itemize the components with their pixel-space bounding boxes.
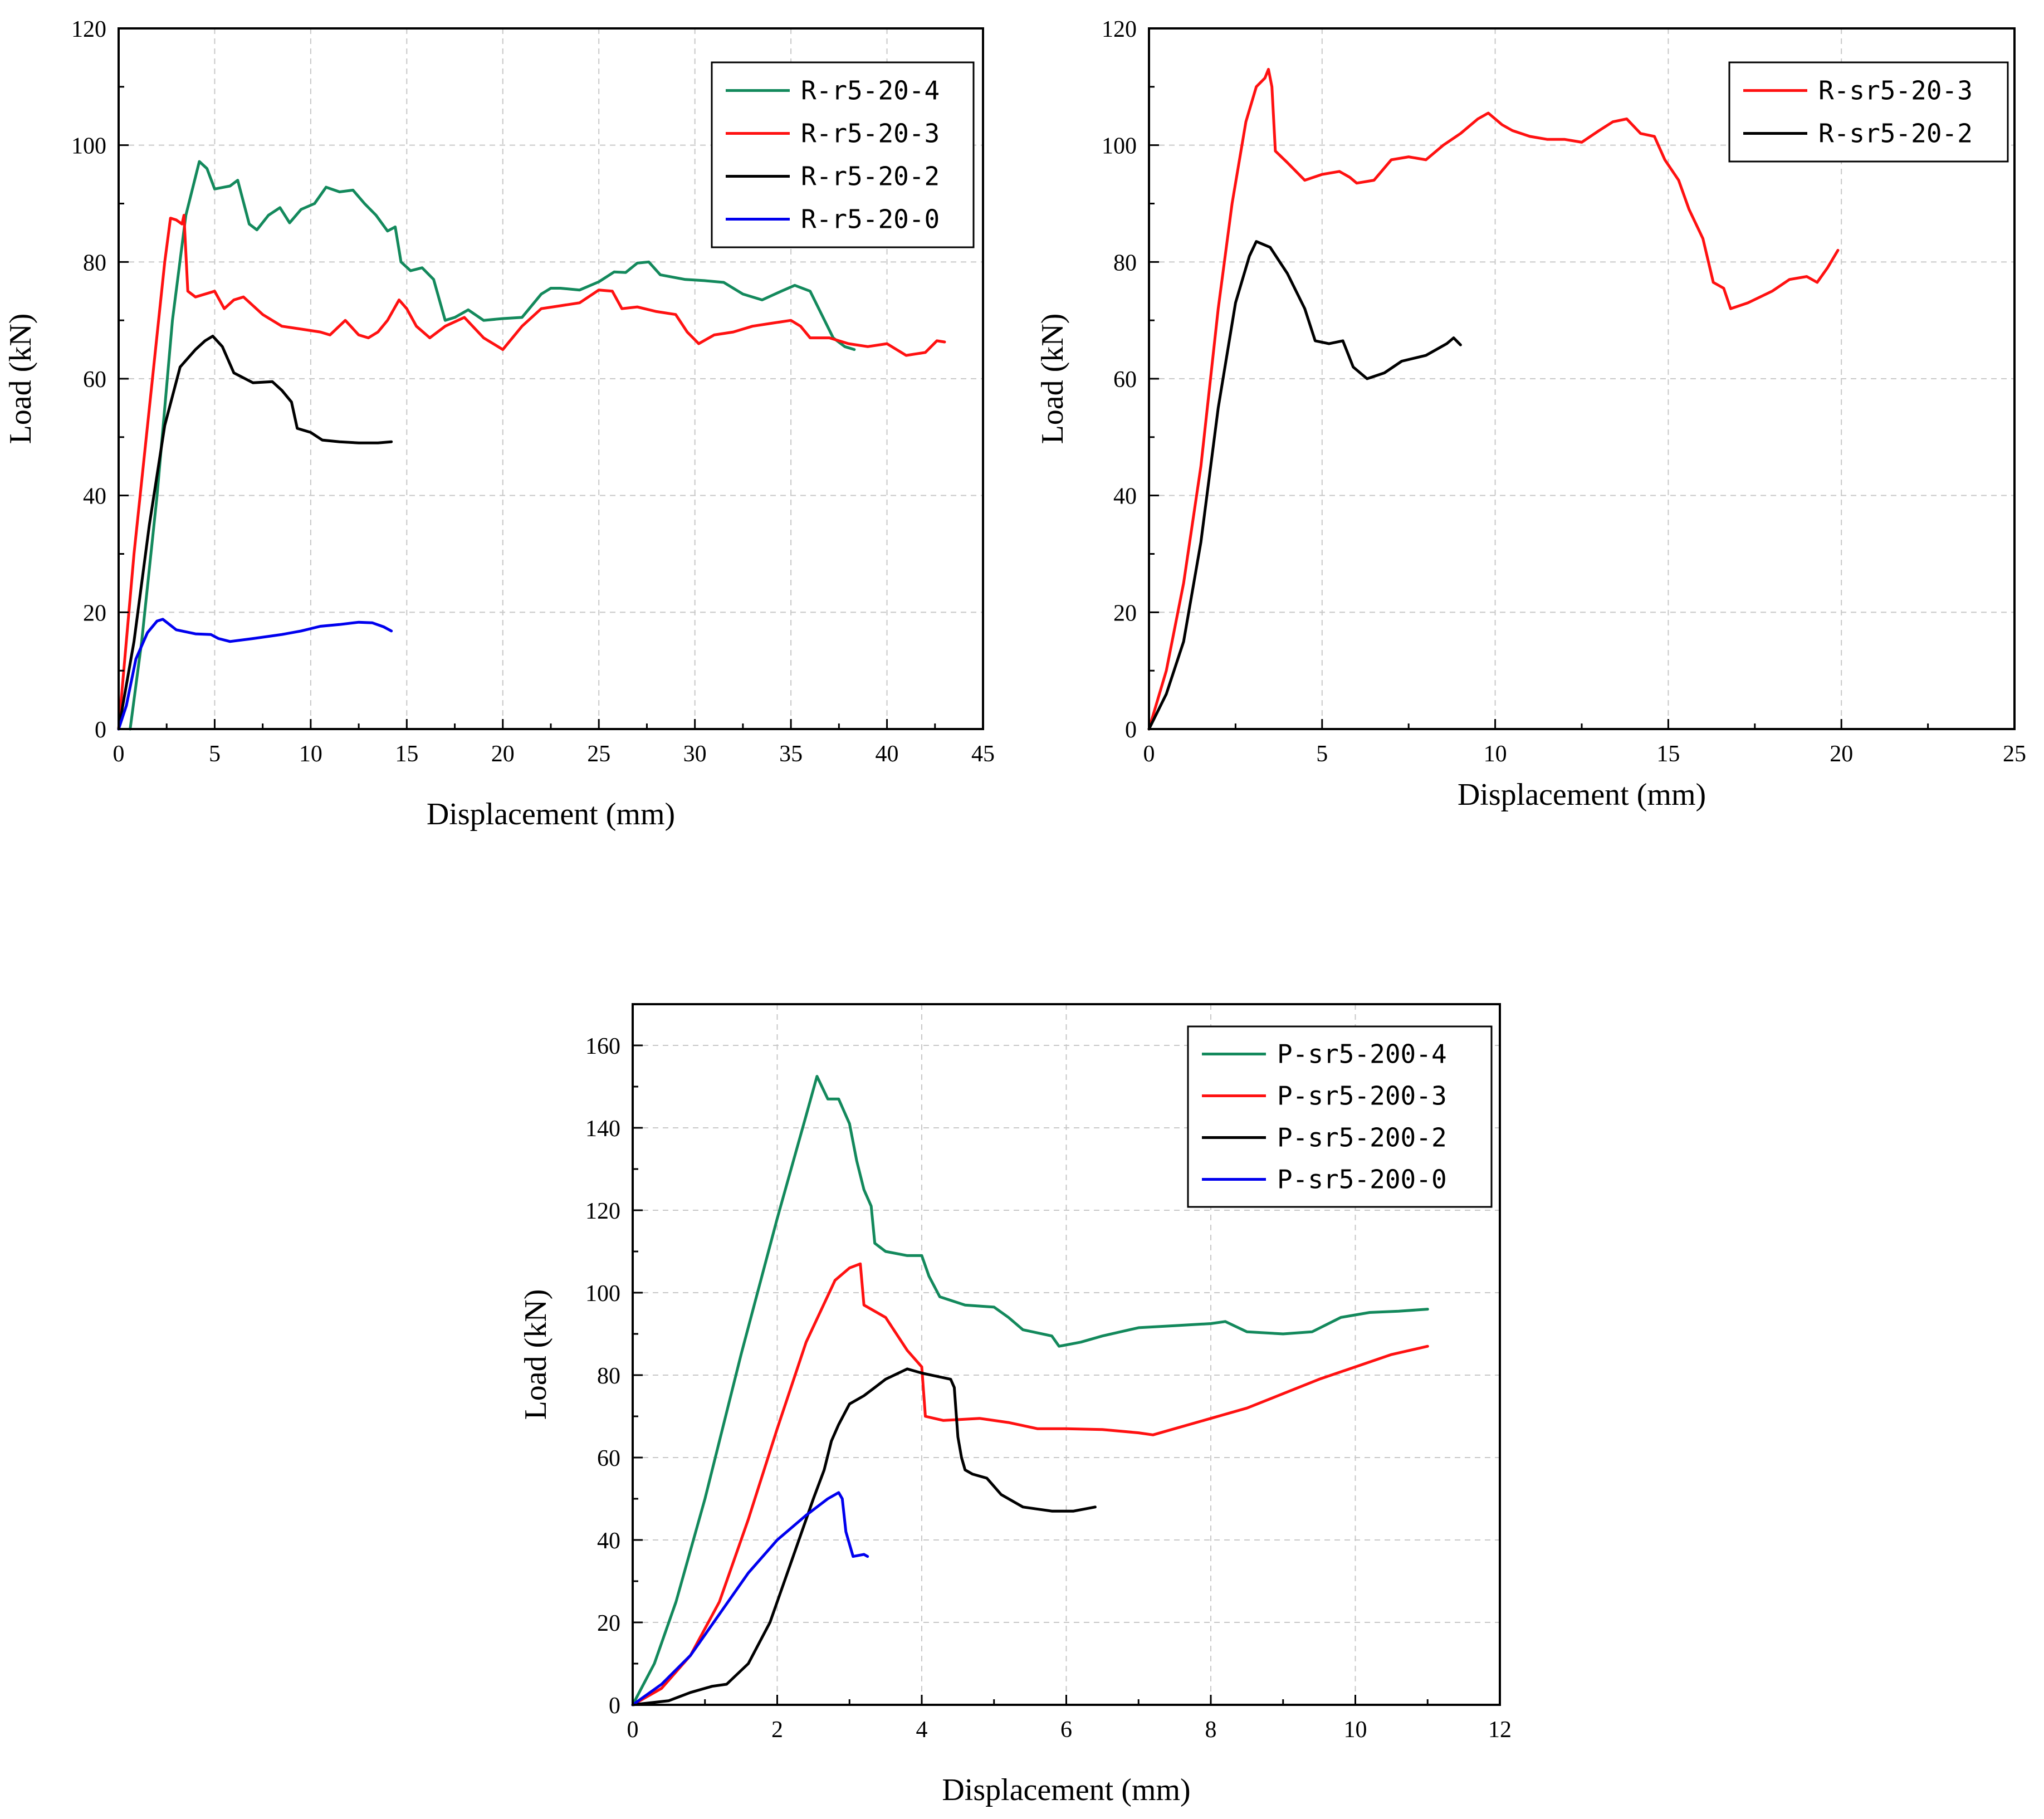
legend-label: P-sr5-200-0 <box>1277 1165 1447 1195</box>
y-tick-label: 0 <box>95 717 106 743</box>
series-line-R-r5-20-0 <box>117 618 393 731</box>
legend-label: R-r5-20-4 <box>801 76 940 106</box>
y-tick-label: 80 <box>83 250 106 276</box>
y-tick-label: 140 <box>585 1116 620 1142</box>
legend-label: R-sr5-20-2 <box>1818 119 1973 149</box>
series-group <box>117 160 946 731</box>
legend-box <box>1187 1025 1493 1208</box>
x-axis-title: Displacement (mm) <box>942 1773 1190 1807</box>
chart-c: 0 2 4 6 8 10 12020406080100120140160Displaceme… <box>519 1003 1512 1807</box>
y-tick-label: 20 <box>1113 600 1137 626</box>
x-tick-label: 40 <box>876 741 899 767</box>
y-axis-title: Load (kN) <box>1035 314 1070 444</box>
axis-ticks: 0 5 10 15 20 25 30 35 40 45 0 20 40 60 80 100 120 <box>71 17 995 767</box>
series-line-P-sr5-200-4 <box>631 1075 1429 1706</box>
x-tick-label: 8 <box>1205 1717 1217 1743</box>
series-line-P-sr5-200-3 <box>631 1262 1429 1706</box>
y-tick-label: 80 <box>1113 250 1137 276</box>
legend: R-sr5-20-3 R-sr5-20-2 <box>1728 61 2009 163</box>
y-tick-label: 80 <box>597 1363 620 1389</box>
y-tick-label: 60 <box>597 1446 620 1471</box>
x-tick-label: 0 <box>627 1717 639 1743</box>
x-axis-title: Displacement (mm) <box>1458 778 1706 812</box>
series-group <box>631 1075 1429 1706</box>
x-axis-title: Displacement (mm) <box>427 797 675 832</box>
legend-label: P-sr5-200-3 <box>1277 1081 1447 1111</box>
series-line-R-sr5-20-2 <box>1147 240 1462 731</box>
x-tick-label: 15 <box>395 741 418 767</box>
x-tick-label: 45 <box>971 741 995 767</box>
y-axis-title: Load (kN) <box>3 314 38 444</box>
y-tick-label: 0 <box>1125 717 1137 743</box>
y-tick-label: 120 <box>1102 17 1137 42</box>
series-line-P-sr5-200-0 <box>631 1491 869 1706</box>
series-line-P-sr5-200-2 <box>631 1367 1097 1706</box>
y-tick-label: 120 <box>585 1199 620 1224</box>
x-tick-label: 10 <box>1344 1717 1367 1743</box>
y-tick-label: 20 <box>597 1611 620 1636</box>
x-tick-label: 2 <box>771 1717 783 1743</box>
legend-box <box>1728 61 2009 163</box>
legend: P-sr5-200-4 P-sr5-200-3 P-sr5-200-2 P-sr5-2… <box>1187 1025 1493 1208</box>
y-tick-label: 20 <box>83 600 106 626</box>
x-tick-label: 6 <box>1060 1717 1072 1743</box>
y-axis-title: Load (kN) <box>519 1289 553 1420</box>
y-tick-label: 40 <box>597 1528 620 1554</box>
legend: R-r5-20-4 R-r5-20-3 R-r5-20-2 R-r5-20-0 <box>711 61 975 248</box>
x-tick-label: 5 <box>209 741 221 767</box>
gridlines <box>1149 28 2014 729</box>
y-tick-label: 40 <box>83 484 106 510</box>
x-tick-label: 35 <box>779 741 803 767</box>
legend-label: R-r5-20-2 <box>801 162 940 192</box>
x-tick-label: 25 <box>2003 741 2026 767</box>
y-tick-label: 160 <box>585 1034 620 1059</box>
series-line-R-r5-20-2 <box>117 335 393 731</box>
series-line-R-r5-20-4 <box>129 160 856 731</box>
legend-box <box>711 61 975 248</box>
x-tick-label: 10 <box>299 741 322 767</box>
x-tick-label: 12 <box>1488 1717 1512 1743</box>
series-group <box>1147 67 1840 731</box>
legend-label: R-r5-20-0 <box>801 204 940 234</box>
series-line-R-sr5-20-3 <box>1147 67 1840 731</box>
x-tick-label: 20 <box>491 741 515 767</box>
y-tick-label: 100 <box>71 134 106 159</box>
y-tick-label: 100 <box>585 1281 620 1307</box>
series-line-R-r5-20-3 <box>117 214 946 731</box>
x-tick-label: 0 <box>113 741 125 767</box>
chart-a: 0 5 10 15 20 25 30 35 40 45 0 20 40 60 80 100 120 Displac… <box>3 17 995 832</box>
x-tick-label: 4 <box>916 1717 928 1743</box>
x-tick-label: 30 <box>683 741 707 767</box>
y-tick-label: 40 <box>1113 484 1137 510</box>
legend-label: R-r5-20-3 <box>801 119 940 149</box>
legend-label: R-sr5-20-3 <box>1818 76 1973 106</box>
chart-b: 0 5 10 15 20 25 0 20 40 60 80 100 120 Displacement (m… <box>1035 17 2026 812</box>
gridlines <box>119 28 983 729</box>
y-tick-label: 0 <box>609 1693 620 1719</box>
x-tick-label: 25 <box>587 741 610 767</box>
x-tick-label: 0 <box>1143 741 1155 767</box>
y-tick-label: 60 <box>83 367 106 393</box>
y-tick-label: 120 <box>71 17 106 42</box>
y-tick-label: 60 <box>1113 367 1137 393</box>
x-tick-label: 10 <box>1484 741 1507 767</box>
axis-ticks: 0 5 10 15 20 25 0 20 40 60 80 100 120 <box>1102 17 2026 767</box>
x-tick-label: 15 <box>1656 741 1680 767</box>
legend-label: P-sr5-200-2 <box>1277 1123 1447 1153</box>
x-tick-label: 5 <box>1316 741 1328 767</box>
legend-label: P-sr5-200-4 <box>1277 1039 1447 1069</box>
x-tick-label: 20 <box>1830 741 1853 767</box>
y-tick-label: 100 <box>1102 134 1137 159</box>
